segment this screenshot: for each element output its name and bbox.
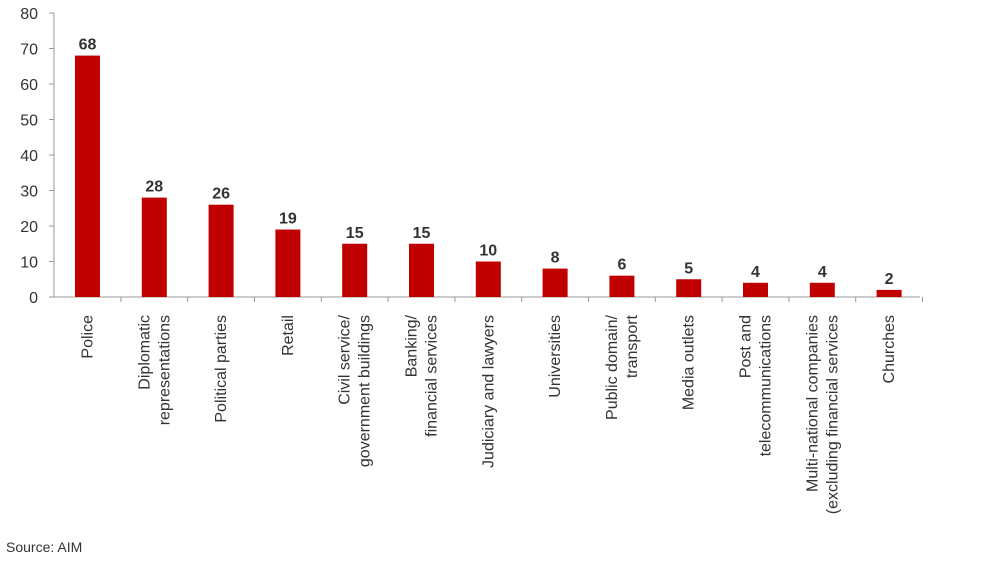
data-label: 28 bbox=[145, 179, 163, 196]
bar bbox=[676, 279, 702, 297]
bar bbox=[475, 261, 501, 297]
category-label: Public domain/ bbox=[604, 314, 621, 420]
data-label: 6 bbox=[617, 257, 626, 274]
category-label: Political parties bbox=[213, 315, 230, 423]
data-label: 68 bbox=[79, 37, 97, 54]
bar bbox=[809, 282, 835, 297]
category-label: Universities bbox=[547, 315, 564, 398]
bar bbox=[409, 243, 434, 297]
source-note: Source: AIM bbox=[6, 539, 83, 555]
category-label: (excluding financial services bbox=[824, 315, 841, 514]
bar bbox=[275, 229, 301, 297]
y-tick-label: 70 bbox=[20, 42, 38, 59]
y-tick-label: 20 bbox=[20, 219, 38, 236]
bar bbox=[609, 275, 635, 297]
data-label: 4 bbox=[751, 264, 760, 281]
bar bbox=[876, 289, 902, 297]
category-label: telecommunications bbox=[758, 315, 775, 456]
data-label: 19 bbox=[279, 211, 297, 228]
y-tick-label: 0 bbox=[29, 290, 38, 307]
y-tick-label: 10 bbox=[20, 255, 38, 272]
data-label: 15 bbox=[413, 225, 431, 242]
bar bbox=[208, 204, 234, 297]
data-label: 8 bbox=[551, 250, 560, 267]
data-label: 10 bbox=[479, 243, 497, 260]
bar bbox=[75, 55, 100, 297]
category-label: Banking/ bbox=[404, 314, 421, 377]
y-tick-label: 60 bbox=[20, 77, 38, 94]
category-label: Post and bbox=[738, 315, 755, 378]
bar bbox=[743, 282, 768, 297]
y-tick-label: 40 bbox=[20, 148, 38, 165]
category-label: Judiciary and lawyers bbox=[480, 315, 497, 468]
bar bbox=[141, 197, 167, 297]
category-label: Civil service/ bbox=[337, 314, 354, 404]
category-label: financial services bbox=[424, 315, 441, 437]
y-tick-label: 50 bbox=[20, 113, 38, 130]
data-label: 5 bbox=[684, 260, 693, 277]
data-label: 15 bbox=[346, 225, 364, 242]
data-label: 2 bbox=[885, 271, 894, 288]
category-label: government buildings bbox=[357, 315, 374, 467]
category-label: Media outlets bbox=[681, 315, 698, 410]
data-label: 4 bbox=[818, 264, 827, 281]
category-label: transport bbox=[624, 314, 641, 378]
category-label: Police bbox=[80, 315, 97, 359]
category-label: Diplomatic bbox=[136, 315, 153, 390]
bar bbox=[342, 243, 368, 297]
data-label: 26 bbox=[212, 186, 230, 203]
y-tick-label: 80 bbox=[20, 6, 38, 23]
category-label: Churches bbox=[881, 315, 898, 383]
y-tick-label: 30 bbox=[20, 184, 38, 201]
category-label: Multi-national companies bbox=[804, 315, 821, 492]
category-label: representations bbox=[156, 315, 173, 425]
category-label: Retail bbox=[280, 315, 297, 356]
bar bbox=[542, 268, 568, 297]
